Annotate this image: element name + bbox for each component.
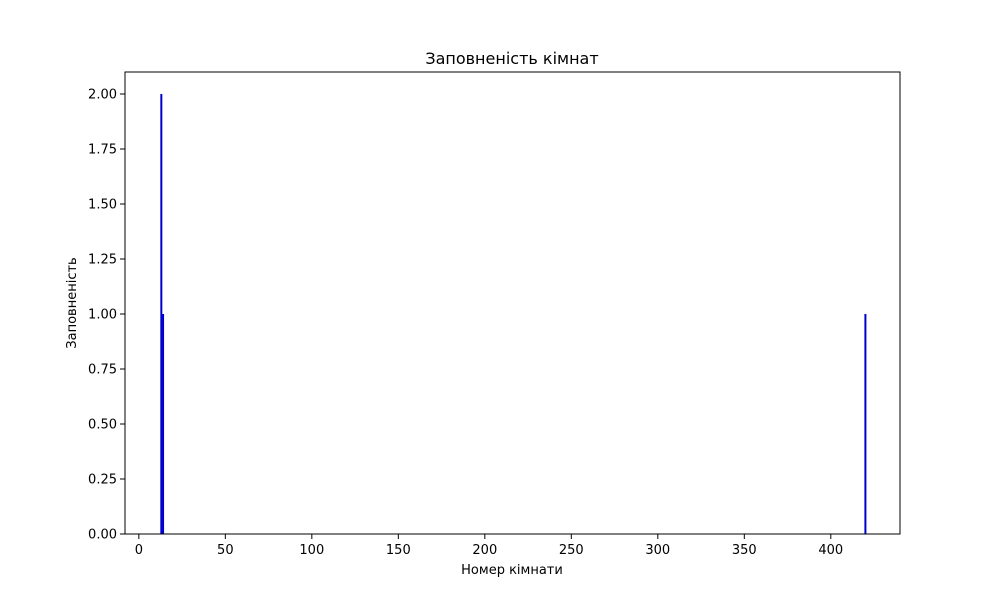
- x-tick-label: 150: [386, 543, 411, 558]
- y-tick-label: 1.00: [88, 308, 117, 323]
- x-tick-label: 350: [732, 543, 757, 558]
- y-tick-label: 2.00: [88, 88, 117, 103]
- y-axis-ticks: 0.00 0.25 0.50 0.75 1.00 1.25 1.50 1.75 2.00: [88, 88, 125, 543]
- bar-13: [160, 94, 163, 534]
- y-axis-label: Заповненість: [65, 257, 80, 348]
- plot-frame: [124, 71, 901, 535]
- y-tick-label: 0.00: [88, 528, 117, 543]
- y-tick-label: 1.75: [88, 143, 117, 158]
- x-tick-label: 300: [645, 543, 670, 558]
- x-tick-label: 0: [135, 543, 143, 558]
- bar-420: [864, 314, 867, 534]
- y-tick-label: 1.50: [88, 198, 117, 213]
- chart-title: Заповненість кімнат: [425, 49, 598, 68]
- bar-14: [162, 314, 165, 534]
- x-tick-label: 200: [472, 543, 497, 558]
- x-axis-ticks: 0 50 100 150 200 250 300 350 400: [135, 534, 843, 558]
- y-tick-label: 0.75: [88, 363, 117, 378]
- y-tick-label: 0.25: [88, 473, 117, 488]
- x-tick-label: 100: [299, 543, 324, 558]
- x-tick-label: 400: [818, 543, 843, 558]
- y-tick-label: 0.50: [88, 418, 117, 433]
- x-tick-label: 50: [217, 543, 234, 558]
- x-tick-label: 250: [559, 543, 584, 558]
- x-axis-label: Номер кімнати: [461, 563, 563, 578]
- bars-group: [160, 94, 867, 534]
- y-tick-label: 1.25: [88, 253, 117, 268]
